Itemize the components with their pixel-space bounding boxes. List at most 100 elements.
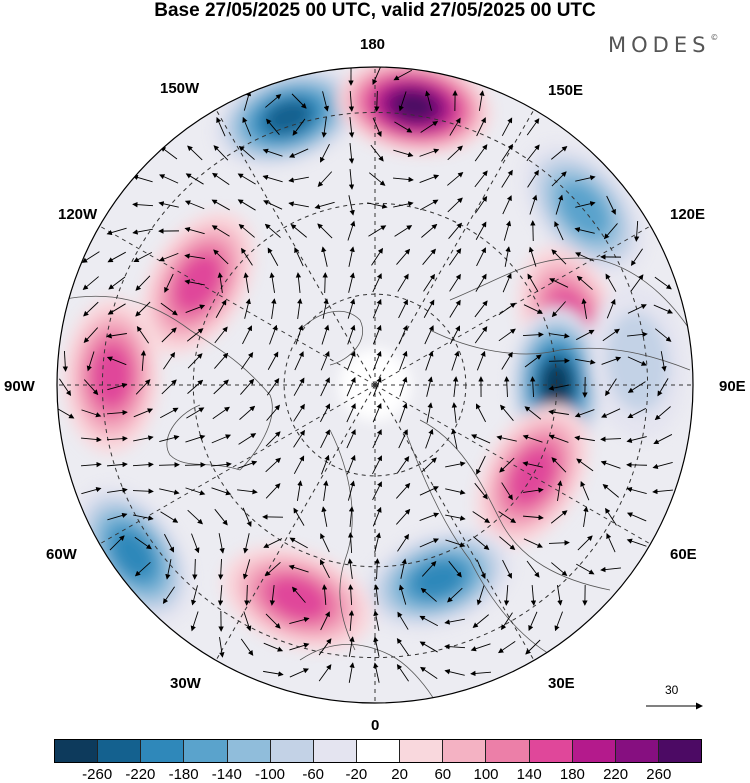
coastlines: [59, 257, 691, 703]
wind-vector: [291, 586, 306, 603]
wind-vector: [549, 333, 570, 339]
wind-vector: [653, 434, 673, 444]
anomaly-high-east-siberia: [336, 67, 492, 155]
wind-vector: [524, 354, 542, 368]
wind-vector: [293, 403, 305, 422]
wind-vector: [265, 93, 282, 108]
wind-vector: [323, 480, 329, 501]
wind-vector: [374, 532, 381, 553]
wind-vector: [314, 201, 335, 210]
wind-vector: [606, 298, 616, 319]
wind-vector: [394, 121, 413, 133]
wind-vector: [293, 377, 305, 396]
wind-vector: [348, 272, 355, 293]
wind-vector: [185, 434, 206, 443]
colorbar-segment: [227, 740, 271, 762]
wind-vector: [605, 378, 617, 397]
wind-vector: [470, 643, 491, 652]
wind-vector: [81, 409, 102, 418]
wind-vector: [575, 252, 595, 262]
wind-vector: [528, 246, 537, 267]
wind-vector: [526, 144, 540, 162]
wind-vector: [397, 273, 409, 292]
wind-vector: [133, 408, 154, 418]
wind-vector: [373, 662, 380, 683]
wind-vector: [474, 144, 488, 162]
wind-vector: [528, 611, 538, 631]
colorbar-segment: [443, 740, 487, 762]
wind-vector: [318, 638, 332, 656]
wind-vector: [86, 351, 95, 372]
anomaly-level: [91, 344, 132, 408]
wind-vector: [213, 379, 229, 395]
wind-vector: [502, 272, 512, 293]
longitude-label: 120W: [58, 206, 98, 223]
wind-vector: [627, 381, 646, 393]
colorbar-segment: [313, 740, 357, 762]
wind-vector: [133, 514, 154, 521]
wind-vector: [242, 507, 252, 528]
wind-vector: [577, 535, 593, 551]
wind-vector: [557, 480, 563, 501]
wind-vector: [321, 506, 328, 527]
wind-vector: [421, 457, 437, 473]
wind-vector: [396, 637, 410, 656]
wind-vector: [322, 272, 328, 294]
wind-vector: [348, 610, 355, 632]
wind-vector: [447, 171, 464, 186]
longitude-label: 90W: [4, 378, 35, 395]
wind-vector: [83, 327, 99, 344]
wind-vector: [526, 118, 540, 136]
wind-vector: [160, 511, 179, 523]
wind-vector: [423, 299, 435, 318]
wind-vector: [396, 508, 411, 525]
wind-vector: [83, 379, 99, 396]
wind-vector: [317, 223, 333, 239]
wind-vector: [657, 378, 669, 397]
wind-vector: [606, 533, 616, 553]
wind-vector: [184, 200, 205, 210]
wind-vector: [372, 298, 382, 319]
wind-vector: [501, 143, 514, 162]
wind-vector: [476, 350, 486, 371]
wind-vector: [293, 429, 305, 448]
wind-vector: [398, 584, 407, 605]
wind-vector: [109, 535, 125, 551]
wind-vector: [419, 641, 438, 653]
colorbar-tick-label: 180: [559, 766, 585, 783]
colorbar-tick-label: 140: [516, 766, 542, 783]
colorbar-tick-label: -20: [345, 766, 368, 783]
wind-vector: [478, 90, 485, 111]
wind-vector: [262, 174, 283, 183]
wind-vector: [501, 612, 513, 631]
wind-vector: [654, 276, 672, 290]
wind-vector: [265, 613, 281, 629]
wind-vector: [242, 325, 252, 345]
wind-vector: [420, 121, 439, 133]
wind-vector: [320, 143, 330, 163]
wind-vector: [215, 299, 227, 318]
wind-vector: [132, 228, 153, 235]
wind-vector: [348, 506, 355, 527]
wind-vector: [398, 324, 408, 345]
wind-vector: [294, 247, 304, 267]
wind-vector: [214, 326, 228, 344]
longitude-label: 90E: [719, 378, 746, 395]
wind-vector: [626, 486, 647, 495]
anomaly-low-europe: [362, 527, 514, 632]
wind-vector: [57, 407, 75, 419]
wind-vector: [476, 117, 486, 137]
wind-vector: [159, 434, 180, 442]
anomaly-level: [509, 446, 556, 505]
wind-vector: [451, 402, 458, 423]
anomaly-high-central-us: [63, 297, 160, 454]
wind-vector: [499, 457, 515, 473]
wind-vector: [630, 248, 643, 267]
wind-vector: [62, 350, 69, 372]
wind-vector: [290, 224, 307, 238]
wind-vector: [503, 584, 510, 606]
wind-vector: [475, 403, 486, 423]
wind-vector: [398, 91, 407, 112]
wind-vector: [420, 666, 438, 680]
wind-vector: [293, 507, 305, 526]
